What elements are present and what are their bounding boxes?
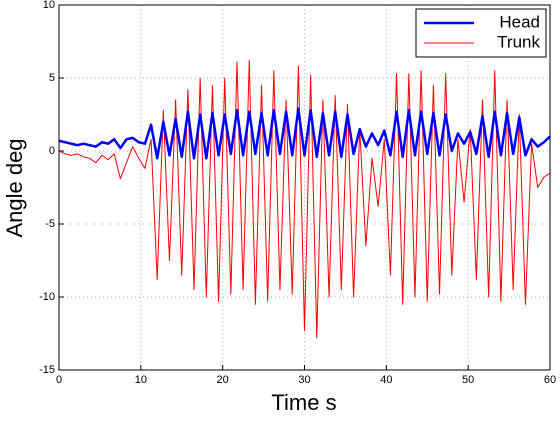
y-tick-label: 10 — [43, 0, 55, 11]
x-tick-label: 30 — [298, 374, 310, 386]
legend-label: Head — [499, 12, 540, 31]
x-tick-label: 10 — [135, 374, 147, 386]
x-tick-label: 20 — [217, 374, 229, 386]
y-tick-label: 0 — [49, 145, 55, 157]
line-series — [58, 107, 551, 160]
legend-label: Trunk — [497, 32, 540, 51]
y-tick-label: -15 — [39, 364, 55, 376]
y-tick-label: -10 — [39, 291, 55, 303]
x-tick-label: 40 — [380, 374, 392, 386]
y-tick-label: -5 — [45, 218, 55, 230]
x-axis-label: Time s — [271, 390, 336, 415]
legend-box — [415, 8, 547, 58]
y-tick-label: 5 — [49, 72, 55, 84]
y-axis-label: Angle deg — [2, 138, 27, 237]
plot-frame — [58, 4, 551, 371]
x-tick-label: 60 — [544, 374, 556, 386]
x-tick-label: 50 — [462, 374, 474, 386]
line-series — [58, 59, 551, 339]
x-tick-label: 0 — [56, 374, 62, 386]
